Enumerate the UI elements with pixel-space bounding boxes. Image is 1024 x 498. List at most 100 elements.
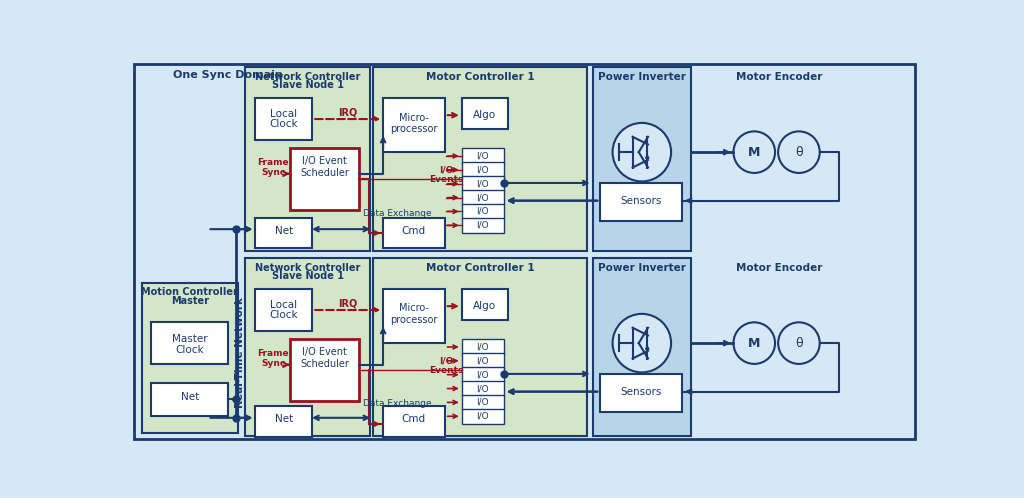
Bar (462, 367, 504, 382)
Text: M: M (749, 337, 761, 350)
Text: Events: Events (429, 175, 464, 184)
Text: I/O: I/O (476, 343, 488, 352)
Text: I/O: I/O (476, 151, 488, 160)
Bar (152, 322, 228, 364)
Bar (290, 339, 359, 401)
Text: Motor Controller 1: Motor Controller 1 (426, 262, 535, 273)
Text: Motor Encoder: Motor Encoder (735, 72, 822, 82)
Text: I/O Event: I/O Event (302, 348, 347, 358)
Text: Power Inverter: Power Inverter (598, 72, 686, 82)
Text: Sensors: Sensors (621, 196, 662, 206)
Text: Motion Controller: Motion Controller (141, 287, 239, 297)
Text: θ: θ (795, 337, 803, 350)
Text: Slave Node 1: Slave Node 1 (271, 80, 344, 90)
Bar (462, 148, 504, 164)
Bar (142, 283, 239, 433)
Bar (462, 408, 504, 424)
Bar (255, 98, 312, 140)
Bar (462, 98, 508, 129)
Text: Scheduler: Scheduler (300, 168, 349, 178)
Bar (255, 218, 312, 249)
Bar (462, 395, 504, 410)
Text: I/O: I/O (476, 207, 488, 216)
Bar (290, 148, 359, 210)
Bar (383, 406, 444, 437)
Text: Clock: Clock (175, 345, 204, 355)
Circle shape (778, 322, 819, 364)
Text: One Sync Domain: One Sync Domain (173, 70, 283, 80)
Bar (245, 258, 370, 436)
Text: θ: θ (795, 145, 803, 159)
Text: Scheduler: Scheduler (300, 359, 349, 369)
Text: Real-Time Network: Real-Time Network (234, 297, 245, 408)
Bar (383, 289, 444, 343)
Text: Motor Controller 1: Motor Controller 1 (426, 72, 535, 82)
Bar (462, 176, 504, 191)
Bar (462, 353, 504, 369)
Text: Network Controller: Network Controller (255, 72, 360, 82)
Text: Slave Node 1: Slave Node 1 (271, 271, 344, 281)
Text: Motor Encoder: Motor Encoder (735, 262, 822, 273)
Text: Net: Net (274, 414, 293, 424)
Text: Net: Net (274, 226, 293, 236)
Bar (462, 381, 504, 396)
Bar (383, 218, 444, 249)
Text: processor: processor (390, 315, 437, 325)
Text: Master: Master (171, 296, 209, 306)
Bar (462, 339, 504, 355)
Circle shape (612, 123, 671, 181)
Text: I/O: I/O (476, 357, 488, 366)
Circle shape (733, 322, 775, 364)
Bar (600, 183, 682, 222)
Bar (593, 67, 691, 250)
Text: Events: Events (429, 366, 464, 374)
Text: I/O: I/O (439, 357, 454, 366)
Text: Net: Net (180, 392, 199, 402)
Text: I/O Event: I/O Event (302, 156, 347, 166)
Text: I/O: I/O (476, 193, 488, 202)
Text: Frame: Frame (257, 158, 289, 167)
Text: Algo: Algo (473, 301, 497, 311)
Text: M: M (749, 145, 761, 159)
Text: Local: Local (270, 300, 297, 310)
Bar (593, 258, 691, 436)
Bar (462, 162, 504, 178)
Text: Local: Local (270, 109, 297, 119)
Text: Clock: Clock (269, 119, 298, 128)
Bar (373, 258, 587, 436)
Text: I/O: I/O (476, 165, 488, 174)
Text: Network Controller: Network Controller (255, 262, 360, 273)
Bar (152, 383, 228, 415)
Text: Data Exchange: Data Exchange (362, 399, 431, 408)
Text: I/O: I/O (476, 384, 488, 393)
Circle shape (778, 131, 819, 173)
Circle shape (612, 314, 671, 373)
Text: Power Inverter: Power Inverter (598, 262, 686, 273)
Text: Clock: Clock (269, 310, 298, 320)
Text: Micro-: Micro- (399, 303, 429, 313)
Text: I/O: I/O (476, 179, 488, 188)
Bar (600, 374, 682, 412)
Text: I/O: I/O (476, 398, 488, 407)
Text: I/O: I/O (476, 370, 488, 379)
Text: Cmd: Cmd (401, 414, 426, 424)
Text: Data Exchange: Data Exchange (362, 209, 431, 218)
Text: Master: Master (172, 334, 208, 344)
Text: I/O: I/O (476, 221, 488, 230)
Text: I/O: I/O (476, 412, 488, 421)
Bar (462, 204, 504, 219)
Text: Cmd: Cmd (401, 226, 426, 236)
Text: Micro-: Micro- (399, 113, 429, 123)
Bar (462, 218, 504, 233)
Text: processor: processor (390, 124, 437, 134)
Bar (462, 289, 508, 320)
Text: Sync: Sync (261, 168, 285, 177)
Bar (245, 67, 370, 250)
Bar (373, 67, 587, 250)
Text: Frame: Frame (257, 349, 289, 358)
Text: IRQ: IRQ (338, 107, 357, 117)
Circle shape (733, 131, 775, 173)
Text: Algo: Algo (473, 110, 497, 120)
Text: Sensors: Sensors (621, 386, 662, 396)
Text: I/O: I/O (439, 165, 454, 174)
